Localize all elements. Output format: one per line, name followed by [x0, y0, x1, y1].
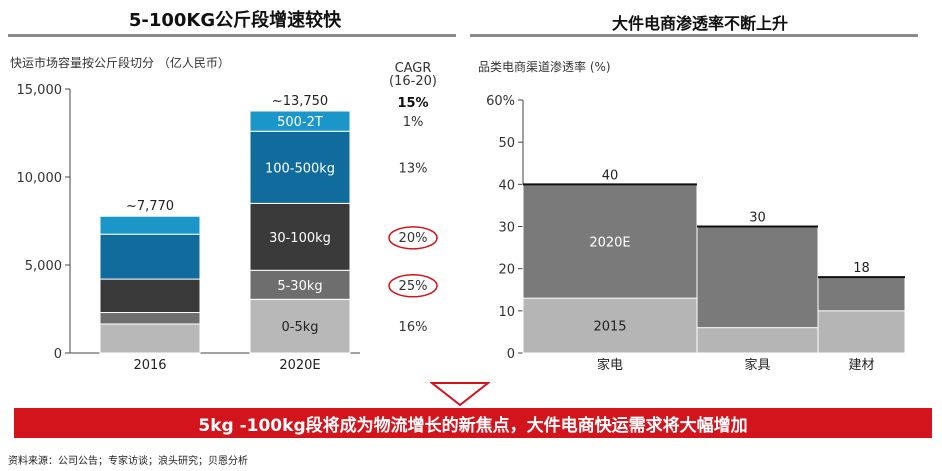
bar-2015: [817, 310, 906, 354]
bar-value-label: 30: [749, 211, 766, 226]
right-bars: [522, 183, 906, 354]
segment-label: 0-5kg: [281, 320, 318, 335]
down-arrow-icon: [430, 382, 490, 407]
cagr-total: 15%: [397, 96, 428, 111]
cagr-value: 13%: [399, 161, 428, 176]
bar-segment: [99, 233, 201, 280]
bar-value-label: 18: [853, 261, 870, 276]
segment-label: 30-100kg: [269, 231, 331, 246]
bar-segment: [99, 278, 201, 314]
cagr-value: 1%: [403, 115, 424, 130]
y-tick-label: 5,000: [25, 259, 62, 274]
left-bar-labels: ~7,770 2016 0-5kg 5-30kg 30-100kg 100-500kg 50…: [126, 94, 335, 373]
bar-segment: [249, 130, 351, 204]
segment-label: 100-500kg: [265, 161, 335, 176]
bar-value-label: 40: [602, 168, 619, 183]
x-tick-label: 2016: [133, 358, 166, 373]
bar-segment: [99, 312, 201, 325]
left-bar-stacks: [99, 110, 351, 354]
bar-2020e: [696, 226, 819, 354]
y-tick-label: 40: [498, 178, 515, 193]
cagr-highlight-circle: [388, 274, 438, 298]
bar-total-label: ~7,770: [126, 199, 174, 214]
y-tick-label: 10: [498, 305, 515, 320]
x-tick-label: 建材: [848, 358, 874, 373]
bar-segment: [249, 202, 351, 271]
right-y-axis: 0 10 20 30 40 50 60%: [486, 94, 905, 362]
conclusion-banner: 5kg -100kg段将成为物流增长的新焦点，大件电商快运需求将大幅增加: [14, 408, 932, 438]
left-chart-subtitle: 快运市场容量按公斤段切分 （亿人民币）: [10, 56, 230, 70]
right-bar-labels: 40 家电 30 家具 18 建材 2020E 2015: [589, 168, 874, 373]
y-tick-label: 20: [498, 263, 515, 278]
cagr-value: 20%: [399, 231, 428, 246]
bar-segment: [249, 110, 351, 132]
left-panel-title: 5-100KG公斤段增速较快: [128, 10, 342, 31]
right-panel-title: 大件电商渗透率不断上升: [611, 14, 788, 33]
source-note: 资料来源：公司公告；专家访谈；浪头研究；贝恩分析: [8, 456, 248, 467]
y-tick-label: 50: [498, 136, 515, 151]
y-tick-label: 15,000: [17, 83, 63, 98]
series-label-2015: 2015: [593, 320, 626, 335]
bar-segment: [99, 215, 201, 235]
cagr-highlight-circle: [388, 226, 438, 250]
y-tick-label: 10,000: [17, 171, 63, 186]
x-tick-label: 家电: [597, 357, 623, 373]
series-label-2020e: 2020E: [589, 235, 630, 250]
cagr-value: 16%: [399, 320, 428, 335]
segment-label: 500-2T: [277, 115, 323, 130]
segment-label: 5-30kg: [277, 279, 322, 294]
cagr-header-line1: CAGR: [395, 61, 432, 76]
bar-2015: [696, 327, 819, 354]
left-title-rule: [8, 34, 456, 37]
bar-total-label: ~13,750: [272, 94, 328, 109]
right-chart-subtitle: 品类电商渠道渗透率 (%): [478, 60, 611, 74]
bar-2020e: [817, 276, 906, 354]
x-tick-label: 家具: [744, 357, 770, 373]
bar-segment: [99, 323, 201, 354]
left-stacked-bar-chart: 0 5,000 10,000 15,000 ~7,770 2016 0-5kg 5-30kg…: [17, 61, 438, 373]
y-tick-label: 0: [507, 347, 515, 362]
cagr-header-line2: (16-20): [389, 74, 437, 89]
y-tick-label: 0: [54, 347, 62, 362]
y-tick-label: 60%: [486, 94, 515, 109]
bar-2015: [522, 297, 698, 354]
y-tick-label: 30: [498, 221, 515, 236]
bar-2020e: [522, 183, 698, 354]
x-tick-label: 2020E: [279, 358, 320, 373]
cagr-value: 25%: [399, 279, 428, 294]
cagr-column: CAGR (16-20) 15% 16% 25% 20% 13% 1%: [388, 61, 438, 335]
right-title-rule: [470, 34, 918, 37]
